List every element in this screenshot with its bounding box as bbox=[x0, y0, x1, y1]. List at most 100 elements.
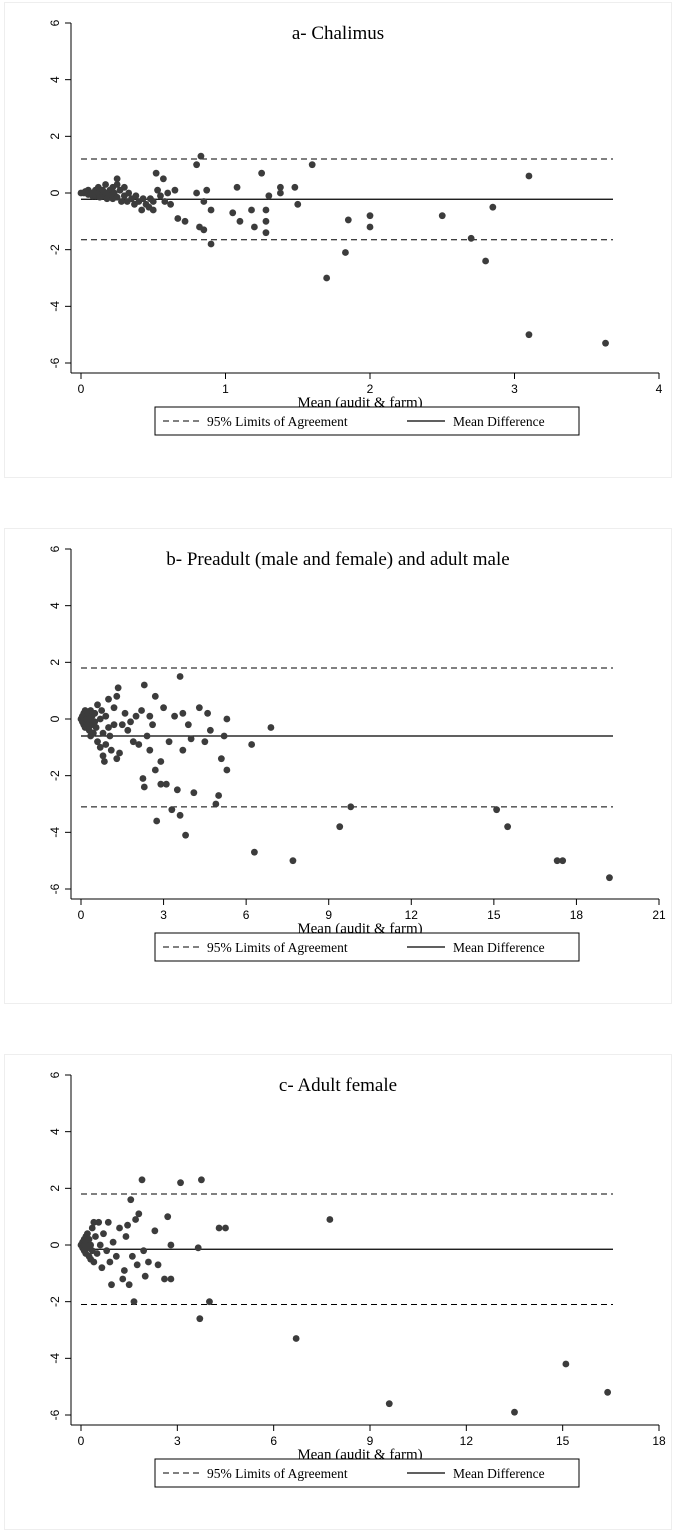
y-tick-label: 6 bbox=[48, 19, 62, 26]
data-point bbox=[118, 721, 126, 729]
data-point bbox=[94, 738, 101, 746]
data-point bbox=[100, 758, 108, 765]
data-point bbox=[129, 738, 137, 746]
data-point bbox=[104, 1218, 112, 1226]
data-point bbox=[99, 752, 107, 760]
data-point bbox=[223, 766, 231, 774]
x-tick-label: 1 bbox=[222, 382, 229, 396]
data-point bbox=[222, 1224, 229, 1232]
data-point bbox=[138, 1176, 146, 1184]
data-point bbox=[196, 1315, 204, 1323]
data-point bbox=[176, 811, 184, 819]
data-point bbox=[106, 732, 114, 740]
data-point bbox=[124, 1221, 131, 1229]
data-point bbox=[258, 169, 266, 177]
data-point bbox=[109, 1238, 117, 1246]
data-point bbox=[113, 193, 121, 201]
x-tick-label: 2 bbox=[367, 382, 374, 396]
data-point bbox=[124, 726, 132, 734]
data-point bbox=[96, 715, 104, 723]
data-point bbox=[292, 1335, 300, 1342]
data-point bbox=[223, 715, 231, 723]
data-point bbox=[103, 1247, 111, 1255]
data-point bbox=[141, 1272, 149, 1280]
x-tick-label: 15 bbox=[487, 908, 501, 922]
data-point bbox=[153, 817, 161, 825]
data-point bbox=[154, 1261, 162, 1269]
data-point bbox=[119, 1275, 127, 1283]
data-point bbox=[130, 1298, 138, 1306]
chart-svg-b: b- Preadult (male and female) and adult … bbox=[48, 545, 666, 962]
data-point bbox=[233, 183, 241, 191]
data-point bbox=[179, 746, 187, 754]
data-point bbox=[525, 331, 533, 339]
data-point bbox=[127, 1196, 135, 1204]
data-point bbox=[95, 1218, 103, 1226]
data-point bbox=[113, 692, 121, 700]
data-point bbox=[215, 792, 223, 799]
data-point bbox=[291, 183, 299, 191]
y-tick-label: -2 bbox=[48, 1296, 62, 1307]
data-point bbox=[201, 738, 209, 746]
data-point bbox=[135, 741, 143, 748]
data-point bbox=[194, 1244, 202, 1252]
y-tick-label: 4 bbox=[48, 76, 62, 83]
data-point bbox=[149, 198, 157, 205]
data-point bbox=[236, 217, 244, 225]
data-point bbox=[207, 240, 215, 248]
data-point bbox=[553, 857, 561, 865]
data-point bbox=[326, 1216, 334, 1223]
legend-label-loa: 95% Limits of Agreement bbox=[207, 414, 348, 429]
data-point bbox=[215, 1224, 223, 1232]
data-point bbox=[171, 186, 179, 194]
data-point bbox=[167, 1241, 175, 1249]
data-point bbox=[140, 681, 148, 689]
data-point bbox=[132, 1216, 139, 1223]
x-tick-label: 0 bbox=[78, 1434, 85, 1448]
data-point bbox=[173, 786, 181, 794]
data-point bbox=[122, 1233, 130, 1240]
data-point bbox=[177, 1179, 184, 1187]
data-point bbox=[277, 183, 284, 191]
x-tick-label: 15 bbox=[556, 1434, 570, 1448]
data-point bbox=[146, 712, 154, 720]
data-point bbox=[342, 249, 349, 256]
data-point bbox=[125, 189, 133, 197]
data-point bbox=[110, 704, 118, 712]
data-point bbox=[113, 181, 121, 188]
data-point bbox=[135, 1210, 143, 1218]
data-point bbox=[262, 229, 270, 237]
data-point bbox=[164, 1213, 172, 1221]
data-point bbox=[602, 339, 609, 347]
data-point bbox=[195, 704, 203, 712]
x-tick-label: 0 bbox=[78, 908, 85, 922]
data-point bbox=[467, 234, 475, 242]
data-point bbox=[149, 721, 156, 729]
y-tick-label: 0 bbox=[48, 715, 62, 722]
y-tick-label: 6 bbox=[48, 545, 62, 552]
x-tick-label: 0 bbox=[78, 382, 85, 396]
y-tick-label: -6 bbox=[48, 357, 62, 368]
data-point bbox=[160, 704, 167, 712]
data-point bbox=[138, 707, 145, 714]
y-tick-label: 0 bbox=[48, 189, 62, 196]
data-point bbox=[87, 1241, 95, 1249]
data-point bbox=[145, 1258, 152, 1266]
data-point bbox=[157, 780, 165, 788]
data-point bbox=[121, 709, 129, 717]
data-point bbox=[102, 741, 110, 748]
chart-panel-b: b- Preadult (male and female) and adult … bbox=[4, 528, 672, 1004]
y-tick-label: -4 bbox=[48, 827, 62, 838]
data-point bbox=[84, 1230, 91, 1238]
y-tick-label: -4 bbox=[48, 301, 62, 312]
data-point bbox=[200, 198, 208, 205]
data-point bbox=[159, 175, 167, 183]
data-point bbox=[110, 721, 118, 729]
data-point bbox=[262, 217, 270, 225]
data-point bbox=[161, 1275, 168, 1283]
data-point bbox=[167, 1275, 175, 1283]
data-point bbox=[105, 695, 112, 703]
data-point bbox=[207, 206, 215, 214]
data-point bbox=[606, 874, 613, 882]
y-tick-label: 0 bbox=[48, 1241, 62, 1248]
